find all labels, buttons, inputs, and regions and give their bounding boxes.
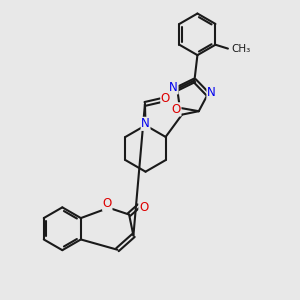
Text: O: O bbox=[139, 201, 148, 214]
Text: CH₃: CH₃ bbox=[232, 44, 251, 54]
Text: O: O bbox=[161, 92, 170, 105]
Text: N: N bbox=[141, 117, 150, 130]
Text: O: O bbox=[103, 197, 112, 210]
Text: O: O bbox=[172, 103, 181, 116]
Text: N: N bbox=[169, 81, 178, 94]
Text: N: N bbox=[207, 86, 216, 99]
